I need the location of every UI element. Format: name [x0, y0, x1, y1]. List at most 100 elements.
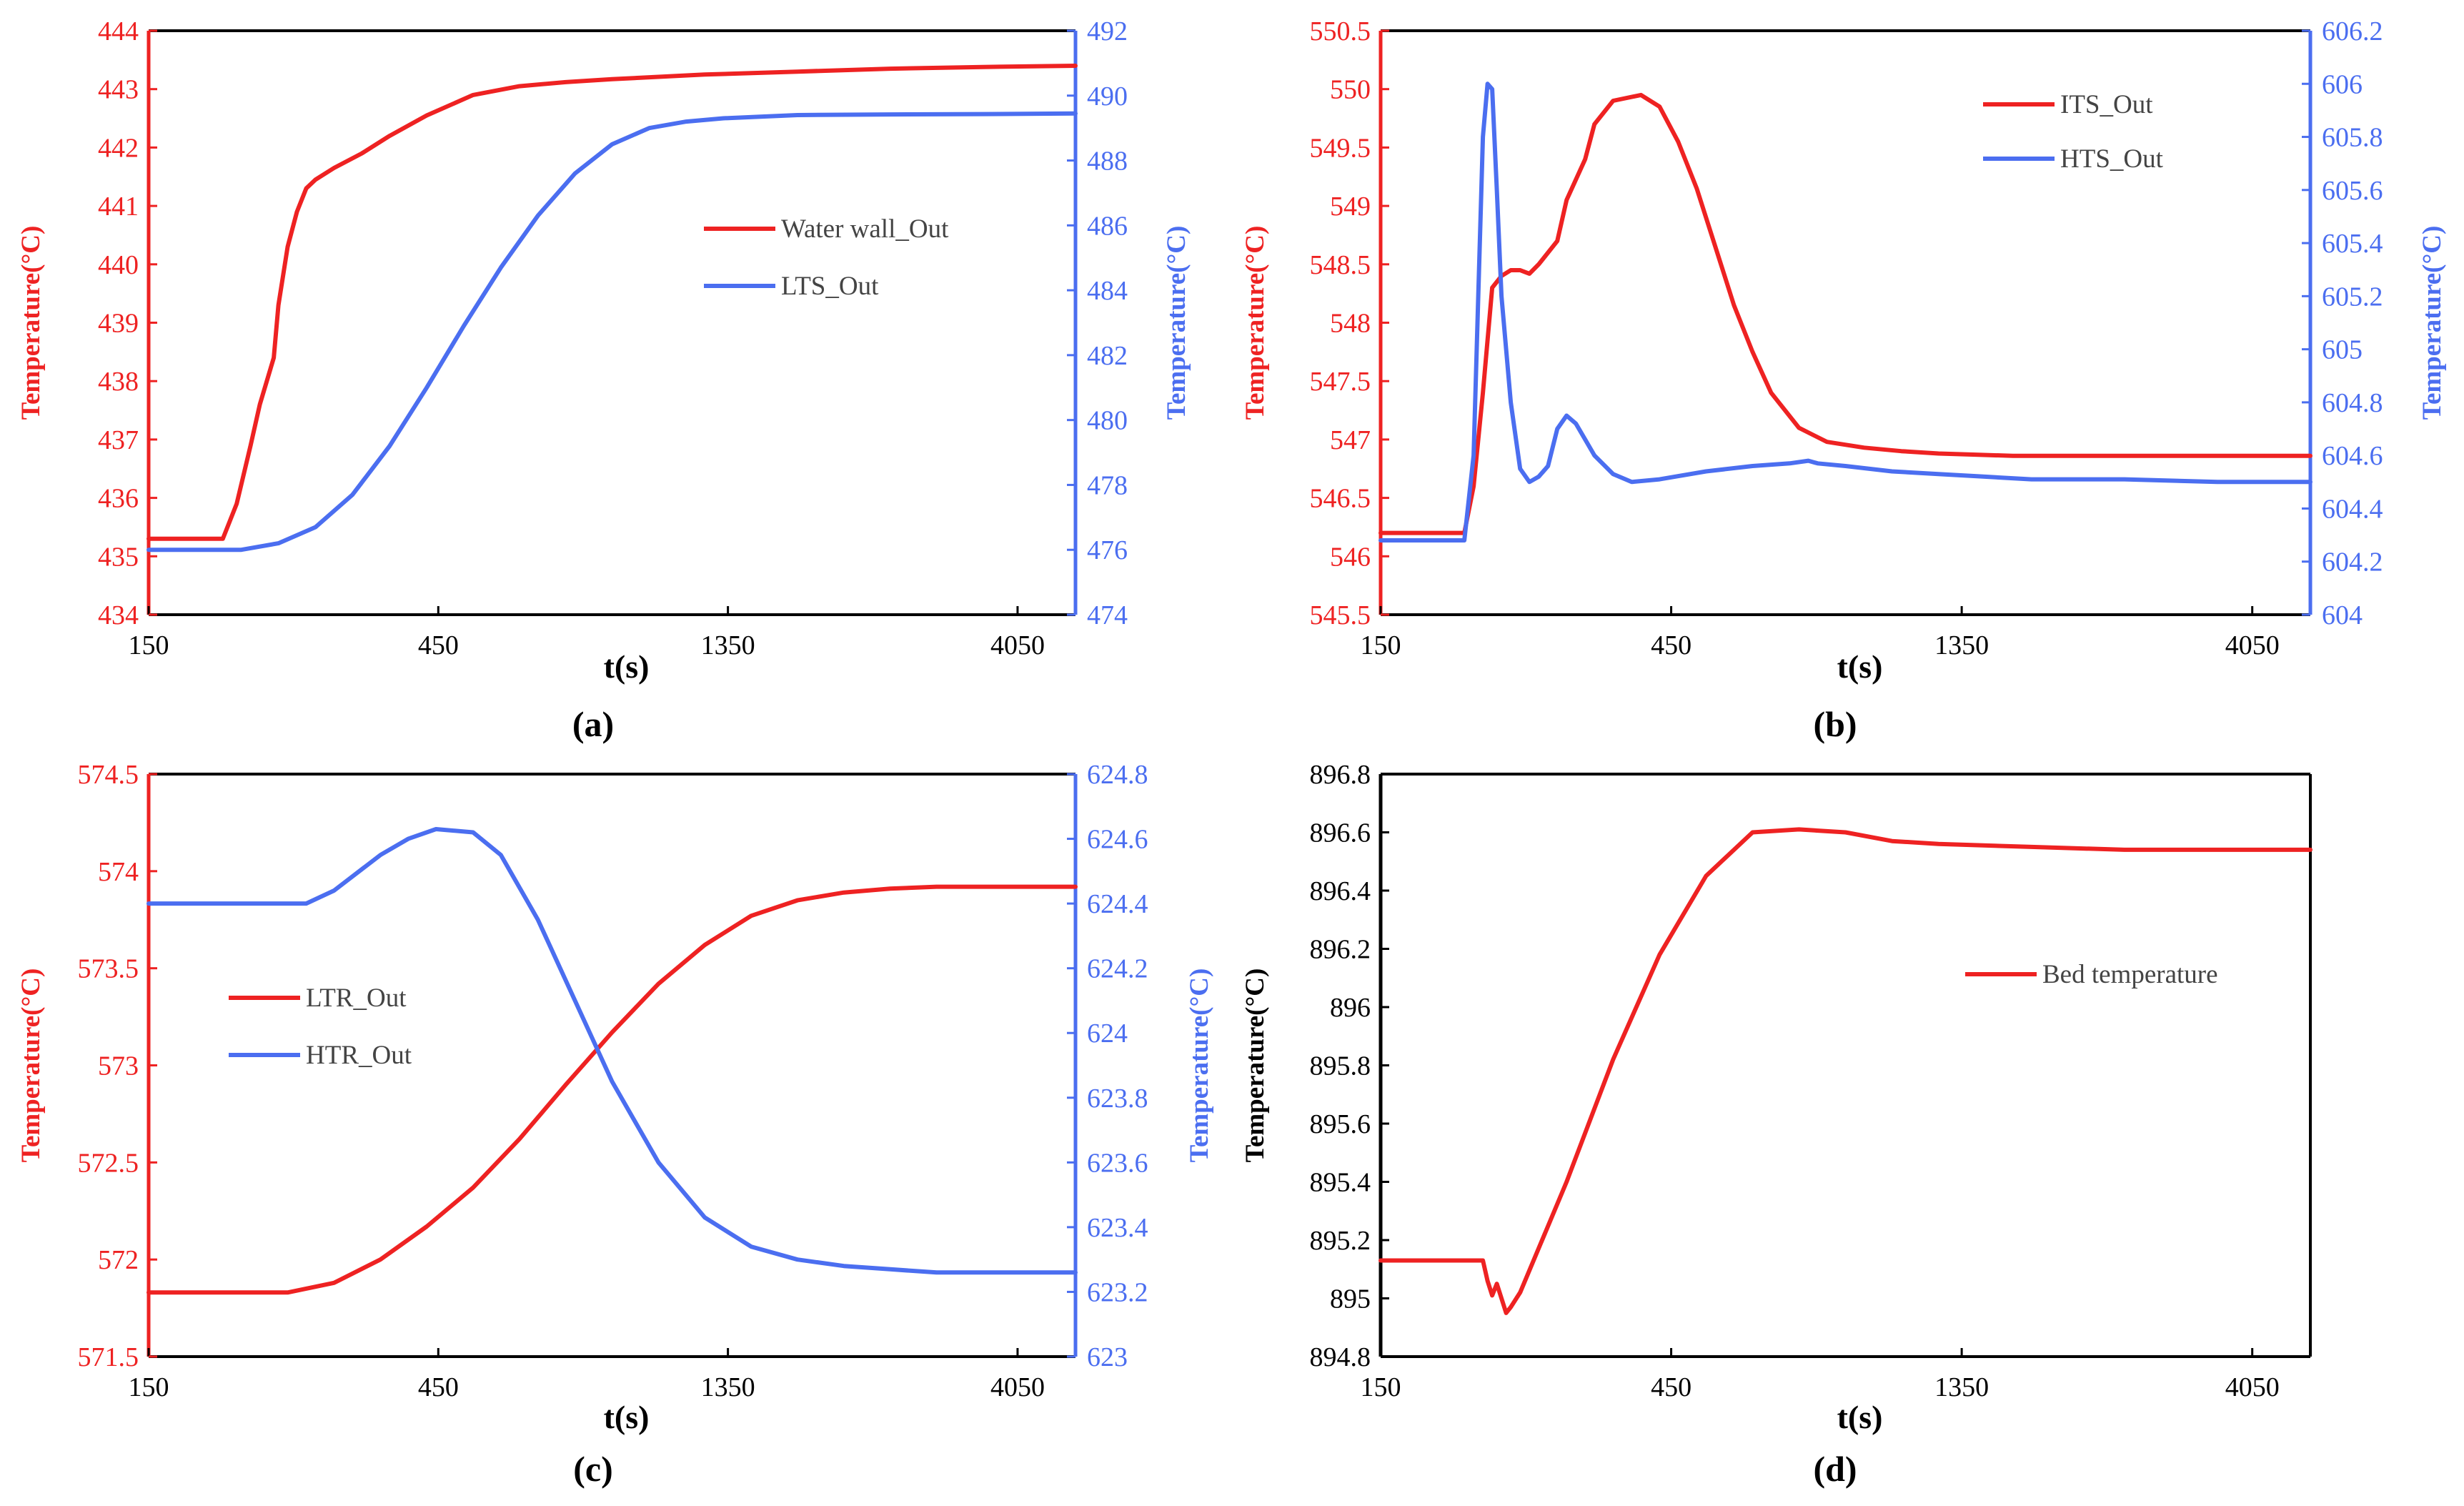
y-tick-label-left: 444	[98, 16, 139, 46]
panel-label: (b)	[1813, 704, 1857, 744]
y-tick-label-right: 623	[1087, 1342, 1128, 1372]
legend-label: LTS_Out	[781, 272, 879, 301]
y-tick-label-right: 624.2	[1087, 954, 1148, 984]
y-tick-label-right: 623.4	[1087, 1213, 1148, 1243]
x-tick-label: 1350	[1934, 630, 1989, 660]
y-tick-label-left: 441	[98, 192, 139, 222]
y-tick-label-right: 604	[2322, 600, 2363, 630]
legend-label: LTR_Out	[306, 984, 407, 1013]
y-tick-label-left: 550	[1330, 75, 1371, 105]
y-tick-label-left: 548	[1330, 309, 1371, 339]
x-axis-label: t(s)	[604, 648, 650, 685]
y-tick-label-left: 573	[98, 1051, 139, 1081]
x-tick-label: 4050	[2225, 1372, 2280, 1402]
y-tick-label-left: 574.5	[78, 760, 139, 790]
y-tick-label-right: 478	[1087, 470, 1128, 500]
y-tick-label-right: 606	[2322, 69, 2363, 99]
y-tick-label-right: 474	[1087, 600, 1128, 630]
x-tick-label: 450	[1651, 630, 1691, 660]
panel-label: (c)	[573, 1449, 613, 1489]
y-tick-label-right: 624	[1087, 1019, 1128, 1049]
y-tick-label-right: 492	[1087, 16, 1128, 46]
y-tick-label-right: 605.8	[2322, 123, 2383, 153]
panel-d: 150 450 1350 4050 t(s) (d) 894.8 895 895.2 895.4 8…	[1241, 760, 2313, 1489]
series-line-ltr-out	[146, 884, 1078, 1295]
y-tick-label-right: 604.6	[2322, 441, 2383, 471]
y-tick-label-left: 896.4	[1310, 876, 1371, 906]
y-tick-label-right: 624.8	[1087, 760, 1148, 790]
y-tick-label-left: 895.6	[1310, 1109, 1371, 1139]
y-tick-label-left: 436	[98, 484, 139, 514]
x-tick-label: 1350	[1934, 1372, 1989, 1402]
y-tick-label-right: 604.8	[2322, 388, 2383, 418]
y-tick-label-right: 604.2	[2322, 548, 2383, 578]
y-tick-label-left: 895.8	[1310, 1051, 1371, 1081]
y-tick-label-left: 443	[98, 75, 139, 105]
y-axis-label-left: Temperature(°C)	[16, 226, 46, 420]
y-tick-label-left: 434	[98, 600, 139, 630]
y-tick-label-right: 476	[1087, 535, 1128, 565]
x-axis-label: t(s)	[1837, 648, 1883, 685]
y-tick-label-left: 546.5	[1310, 484, 1371, 514]
y-tick-label-left: 549.5	[1310, 133, 1371, 163]
panel-b: 150 450 1350 4050 t(s) (b) 545.5 546 546.5 547 547…	[1241, 16, 2447, 744]
x-tick-label: 4050	[990, 630, 1045, 660]
y-tick-label-left: 545.5	[1310, 600, 1371, 630]
y-tick-label-left: 571.5	[78, 1342, 139, 1372]
y-tick-label-right: 623.2	[1087, 1277, 1148, 1307]
legend-label: HTR_Out	[306, 1041, 412, 1070]
series-line-bed-temperature	[1378, 827, 2313, 1315]
panel-a: 150 450 1350 4050 t(s) (a) 434 435 436 437 438 439 4…	[16, 16, 1191, 744]
x-tick-label: 150	[129, 1372, 169, 1402]
y-tick-label-left: 549	[1330, 192, 1371, 222]
y-tick-label-left: 896	[1330, 993, 1371, 1023]
legend-label: Water wall_Out	[781, 214, 949, 244]
y-tick-label-right: 624.6	[1087, 825, 1148, 855]
y-axis-label-right: Temperature(°C)	[1185, 969, 1214, 1163]
y-tick-label-right: 623.6	[1087, 1148, 1148, 1178]
y-tick-label-right: 604.4	[2322, 494, 2383, 524]
y-tick-label-left: 547.5	[1310, 367, 1371, 397]
y-tick-label-right: 490	[1087, 81, 1128, 112]
y-tick-label-left: 437	[98, 425, 139, 455]
panel-label: (d)	[1813, 1449, 1857, 1489]
y-axis-label-right: Temperature(°C)	[1162, 226, 1191, 420]
y-tick-label-right: 605.6	[2322, 176, 2383, 206]
y-tick-label-left: 574	[98, 857, 139, 887]
x-tick-label: 4050	[2225, 630, 2280, 660]
y-tick-label-left: 438	[98, 367, 139, 397]
y-tick-label-left: 547	[1330, 425, 1371, 455]
x-tick-label: 150	[1361, 1372, 1401, 1402]
y-tick-label-right: 484	[1087, 276, 1128, 306]
y-tick-label-right: 605.4	[2322, 229, 2383, 259]
y-tick-label-left: 573.5	[78, 954, 139, 984]
y-tick-label-left: 435	[98, 542, 139, 572]
y-tick-label-right: 624.4	[1087, 889, 1148, 919]
y-axis-label-right: Temperature(°C)	[2418, 226, 2447, 420]
series-line-lts-out	[146, 111, 1078, 553]
x-tick-label: 1350	[701, 1372, 755, 1402]
y-tick-label-left: 546	[1330, 542, 1371, 572]
y-axis-label-left: Temperature(°C)	[16, 969, 46, 1163]
y-tick-label-right: 605.2	[2322, 282, 2383, 312]
y-tick-label-left: 440	[98, 250, 139, 280]
y-tick-label-left: 896.6	[1310, 818, 1371, 848]
y-tick-label-left: 894.8	[1310, 1342, 1371, 1372]
panel-c: 150 450 1350 4050 t(s) (c) 571.5 572 572.5 573 573…	[16, 760, 1214, 1489]
legend-label: HTS_Out	[2060, 144, 2164, 174]
y-tick-label-left: 439	[98, 309, 139, 339]
y-tick-label-left: 896.2	[1310, 935, 1371, 965]
y-tick-label-left: 895.2	[1310, 1226, 1371, 1256]
y-axis-label-left: Temperature(°C)	[1241, 226, 1270, 420]
y-tick-label-left: 550.5	[1310, 16, 1371, 46]
y-tick-label-left: 572	[98, 1245, 139, 1275]
y-tick-label-right: 605	[2322, 335, 2363, 365]
series-line-its-out	[1378, 92, 2313, 535]
y-tick-label-left: 442	[98, 133, 139, 163]
y-tick-label-right: 606.2	[2322, 16, 2383, 46]
y-tick-label-left: 895.4	[1310, 1168, 1371, 1198]
panel-label: (a)	[572, 704, 614, 744]
y-tick-label-right: 482	[1087, 341, 1128, 371]
y-tick-label-left: 896.8	[1310, 760, 1371, 790]
y-tick-label-right: 623.8	[1087, 1084, 1148, 1114]
